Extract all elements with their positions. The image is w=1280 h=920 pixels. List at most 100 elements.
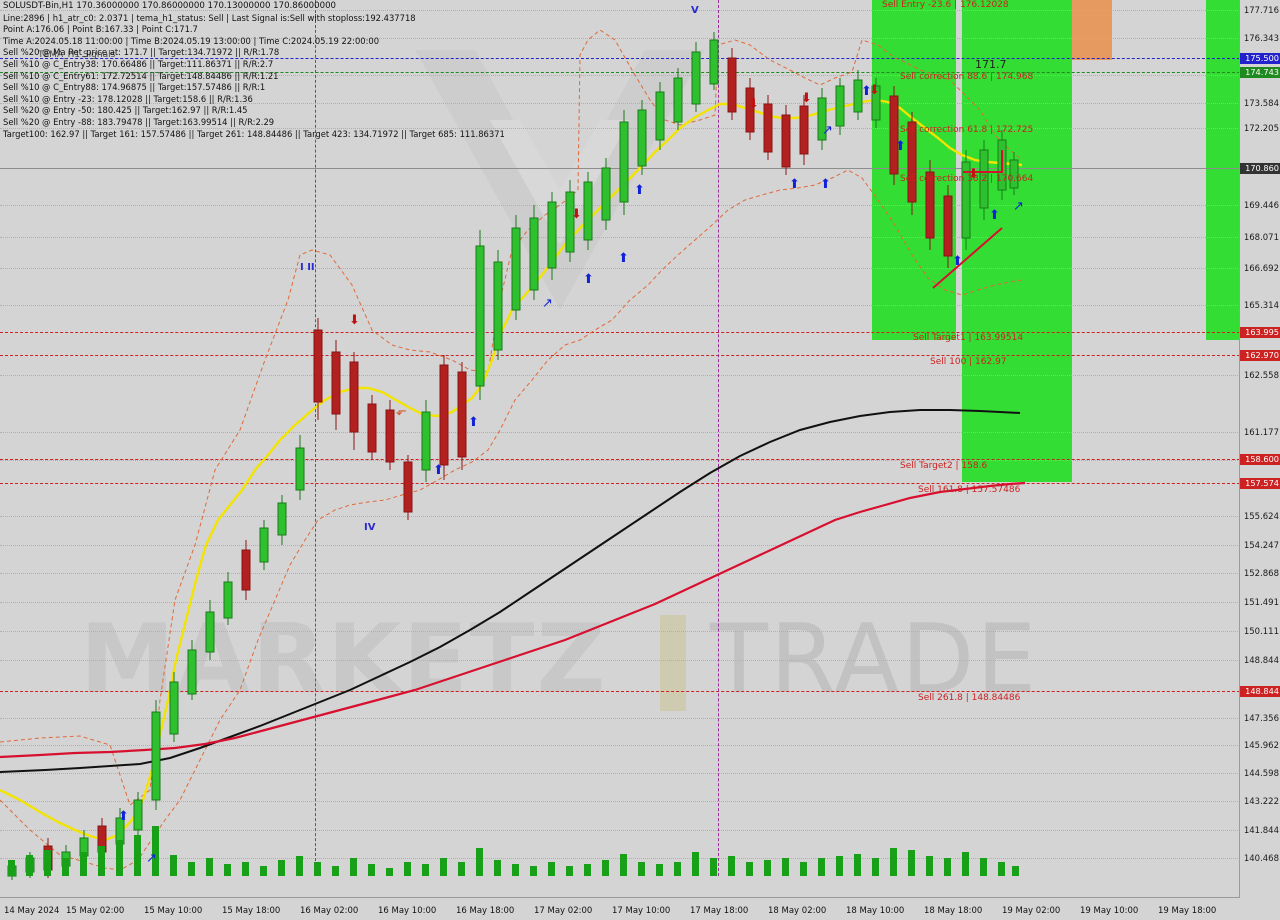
level-line-target1: [0, 332, 1240, 333]
buy-arrow-icon: ⬆: [583, 272, 594, 287]
y-tick-label: 166.692: [1243, 264, 1279, 274]
price-tag: 174.743: [1240, 67, 1280, 78]
y-tick-label: 168.071: [1243, 233, 1279, 243]
gridline: [0, 573, 1240, 574]
buy-arrow-icon: ⬆: [468, 415, 479, 430]
info-line: Sell %20 @ Entry -88: 183.79478 || Targe…: [3, 116, 275, 127]
y-tick-label: 141.844: [1243, 826, 1279, 836]
level-label-sell-entry-236: Sell Entry -23.6 | 176.12028: [882, 0, 1009, 10]
level-label-sell-2618: Sell 261.8 | 148.84486: [918, 693, 1021, 703]
price-tag: 148.844: [1240, 686, 1280, 697]
info-line: Target100: 162.97 || Target 161: 157.574…: [3, 128, 505, 139]
x-tick-label: 19 May 02:00: [1002, 906, 1061, 916]
y-tick-label: 155.624: [1243, 512, 1279, 522]
level-line-sell1618: [0, 483, 1240, 484]
level-line-correction-886: [0, 72, 1240, 73]
y-tick-label: 151.491: [1243, 598, 1279, 608]
y-tick-label: 144.598: [1243, 769, 1279, 779]
gridline: [0, 460, 1240, 461]
buy-arrow-icon: ⬆: [861, 84, 872, 99]
y-tick-label: 173.584: [1243, 99, 1279, 109]
trend-lines: [932, 150, 1003, 289]
info-line: Sell %10 @ C_Entry61: 172.72514 || Targe…: [3, 70, 279, 81]
time-axis[interactable]: 14 May 2024 15 May 02:00 15 May 10:00 15…: [0, 897, 1240, 920]
x-tick-label: 18 May 10:00: [846, 906, 905, 916]
candlesticks: [7, 32, 1019, 880]
gridline: [0, 631, 1240, 632]
x-tick-label: 19 May 10:00: [1080, 906, 1139, 916]
buy-arrow-icon: ⬆: [789, 177, 800, 192]
info-line: Sell %20 @ Entry -50: 180.425 || Target:…: [3, 105, 248, 116]
info-line: Sell %10 @ C_Entry88: 174.96875 || Targe…: [3, 82, 266, 93]
sell-arrow-icon: ⬇: [968, 167, 979, 182]
y-tick-label: 143.222: [1243, 797, 1279, 807]
y-tick-label: 148.844: [1243, 656, 1279, 666]
gridline: [0, 10, 1240, 11]
buy-arrow-icon: ↗: [542, 296, 553, 311]
sell-arrow-icon: ⬇: [349, 313, 360, 328]
sell-arrow-icon: ⬇: [869, 83, 880, 98]
x-tick-label: 16 May 18:00: [456, 906, 515, 916]
info-line: Time A:2024.05.18 11:00:00 | Time B:2024…: [3, 35, 380, 46]
gridline: [0, 602, 1240, 603]
buy-arrow-icon: ⬆: [618, 251, 629, 266]
level-label-correction-886: Sell correction 88.6 | 174.968: [900, 72, 1034, 82]
gridline: [0, 205, 1240, 206]
price-tag: 170.860: [1240, 163, 1280, 174]
ma-slow-line: [0, 409, 1021, 773]
x-tick-label: 15 May 10:00: [144, 906, 203, 916]
sell-arrow-icon: ⬇: [571, 207, 582, 222]
x-tick-label: 17 May 02:00: [534, 906, 593, 916]
gridline: [0, 268, 1240, 269]
volume-bars: [8, 826, 1019, 876]
gridline: [0, 432, 1240, 433]
x-tick-label: 15 May 18:00: [222, 906, 281, 916]
y-tick-label: 147.356: [1243, 714, 1279, 724]
y-tick-label: 145.962: [1243, 741, 1279, 751]
info-line: Sell %20 @ Ma Ret_price at: 171.7 || Tar…: [3, 47, 280, 58]
level-label-target1: Sell Target1 | 163.99514: [913, 333, 1024, 343]
gridline: [0, 516, 1240, 517]
price-tag: 157.574: [1240, 478, 1280, 489]
y-tick-label: 161.177: [1243, 428, 1279, 438]
price-tag: 163.995: [1240, 327, 1280, 338]
x-tick-label: 14 May 2024: [4, 906, 60, 916]
buy-arrow-icon: ⬆: [634, 183, 645, 198]
x-tick-label: 18 May 02:00: [768, 906, 827, 916]
level-label-correction-618: Sell correction 61.8 | 172.725: [900, 125, 1034, 135]
band-upper: [0, 29, 1023, 806]
zone-right-edge: [1206, 0, 1240, 340]
band-lower: [0, 169, 1023, 871]
info-line: SOLUSDT-Bin,H1 170.36000000 170.86000000…: [3, 1, 337, 11]
level-line-sell100: [0, 355, 1240, 356]
zone-buy-2: [962, 0, 1072, 482]
level-label-sell-100: Sell 100 | 162.97: [930, 357, 1007, 367]
wave-label-v: V: [691, 5, 699, 16]
sell-arrow-icon: ⬇: [748, 97, 759, 112]
price-tag: 158.600: [1240, 454, 1280, 465]
price-tag: 162.970: [1240, 350, 1280, 361]
wave-label-iv: IV: [364, 522, 376, 533]
info-line: Sell %10 @ C_Entry38: 170.66486 || Targe…: [3, 58, 274, 69]
info-line: Line:2896 | h1_atr_c0: 2.0371 | tema_h1_…: [3, 12, 416, 23]
y-tick-label: 169.446: [1243, 201, 1279, 211]
gridline: [0, 103, 1240, 104]
gridline: [0, 718, 1240, 719]
info-line: Sell %10 @ Entry -23: 178.12028 || Targe…: [3, 93, 253, 104]
buy-arrow-icon: ⬆: [952, 254, 963, 269]
x-tick-label: 16 May 02:00: [300, 906, 359, 916]
x-tick-label: 17 May 10:00: [612, 906, 671, 916]
x-tick-label: 19 May 18:00: [1158, 906, 1217, 916]
level-line-sell2618: [0, 691, 1240, 692]
y-tick-label: 140.468: [1243, 854, 1279, 864]
y-tick-label: 176.343: [1243, 34, 1279, 44]
gridline: [0, 75, 1240, 76]
y-tick-label: 152.868: [1243, 569, 1279, 579]
price-pane[interactable]: MARKETZ TRADE: [0, 0, 1240, 898]
price-axis[interactable]: 177.716 176.343 174.743 173.584 172.205 …: [1239, 0, 1280, 898]
level-label-correction-382: Sell correction 38.2 | 170.664: [900, 174, 1034, 184]
level-line-target2: [0, 459, 1240, 460]
sell-arrow-icon: ⬇: [801, 91, 812, 106]
gridline: [0, 305, 1240, 306]
